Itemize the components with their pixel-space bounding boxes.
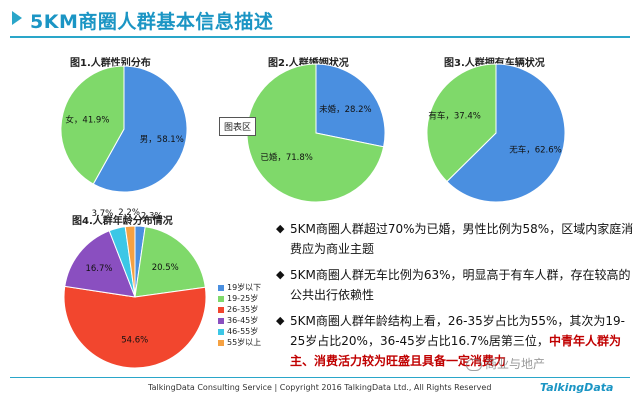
pie-label-55岁以上: 2.2% bbox=[118, 208, 140, 218]
bullet-item: ◆ 5KM商圈人群无车比例为63%，明显高于有车人群，存在较高的公共出行依赖性 bbox=[276, 265, 636, 305]
pie-label-未婚: 未婚，28.2% bbox=[319, 104, 372, 115]
bullet-text: 5KM商圈人群超过70%为已婚，男性比例为58%，区域内家庭消费应为商业主题 bbox=[290, 222, 634, 256]
legend-item-19-25岁: 19-25岁 bbox=[218, 293, 261, 304]
play-arrow-icon bbox=[12, 11, 22, 25]
pie-label-19岁以下: 2.3% bbox=[141, 212, 163, 222]
pie-slice-已婚 bbox=[246, 63, 385, 203]
pie-slice-女 bbox=[60, 65, 125, 185]
bullet-item: ◆ 5KM商圈人群年龄结构上看，26-35岁占比为55%，其次为19-25岁占比… bbox=[276, 311, 636, 371]
legend-swatch bbox=[218, 317, 224, 324]
bullet-text: 5KM商圈人群无车比例为63%，明显高于有车人群，存在较高的公共出行依赖性 bbox=[290, 268, 631, 302]
legend-item-36-45岁: 36-45岁 bbox=[218, 315, 261, 326]
pie-slice-36-45岁 bbox=[64, 230, 136, 298]
legend-swatch bbox=[218, 295, 224, 302]
footer: TalkingData Consulting Service | Copyrig… bbox=[0, 377, 640, 402]
pie-slice-55岁以上 bbox=[124, 225, 136, 298]
legend-label: 36-45岁 bbox=[227, 316, 259, 325]
legend-item-26-35岁: 26-35岁 bbox=[218, 304, 261, 315]
legend-item-19岁以下: 19岁以下 bbox=[218, 282, 261, 293]
pie-label-已婚: 已婚，71.8% bbox=[260, 152, 313, 163]
wechat-icon bbox=[466, 358, 482, 371]
pie-label-无车: 无车，62.6% bbox=[509, 144, 562, 155]
footer-rule bbox=[10, 377, 630, 378]
legend-label: 55岁以上 bbox=[227, 338, 262, 347]
legend-label: 46-55岁 bbox=[227, 327, 259, 336]
pie-slice-19-25岁 bbox=[134, 226, 206, 298]
pie-slice-男 bbox=[92, 65, 188, 193]
insight-bullets: ◆ 5KM商圈人群超过70%为已婚，男性比例为58%，区域内家庭消费应为商业主题… bbox=[276, 219, 636, 377]
bullet-item: ◆ 5KM商圈人群超过70%为已婚，男性比例为58%，区域内家庭消费应为商业主题 bbox=[276, 219, 636, 259]
chart-1-gender-pie: 男，58.1% 女，41.9% bbox=[60, 65, 188, 193]
page-title: 5KM商圈人群基本信息描述 bbox=[30, 11, 274, 33]
pie-label-46-55岁: 3.7% bbox=[92, 209, 114, 219]
legend-swatch bbox=[218, 306, 224, 313]
watermark: 商业与地产 bbox=[466, 355, 545, 372]
pie-slice-无车 bbox=[446, 63, 566, 203]
chart-4-title: 图4.人群年龄分布情况 bbox=[72, 216, 173, 227]
legend-label: 19岁以下 bbox=[227, 283, 262, 292]
legend-swatch bbox=[218, 328, 224, 335]
chart-area-tooltip: 图表区 bbox=[219, 117, 257, 136]
chart-3-title: 图3.人群拥有车辆状况 bbox=[444, 58, 545, 69]
legend-swatch bbox=[218, 339, 224, 346]
bullet-highlight: 中青年人群为主、消费活力较为旺盛且具备一定消费力 bbox=[290, 334, 621, 368]
pie-slice-未婚 bbox=[315, 63, 386, 148]
bullet-text: 5KM商圈人群年龄结构上看，26-35岁占比为55%，其次为19-25岁占比20… bbox=[290, 314, 625, 348]
pie-label-19-25岁: 20.5% bbox=[152, 263, 179, 273]
chart-2-title: 图2.人群婚姻状况 bbox=[268, 58, 349, 69]
bullet-dot-icon: ◆ bbox=[276, 222, 285, 235]
chart-4-age-pie: 2.3% 20.5% 54.6% 16.7% 3.7% 2.2% bbox=[63, 208, 207, 369]
legend-swatch bbox=[218, 284, 224, 291]
chart-2-marital-pie: 未婚，28.2% 已婚，71.8% bbox=[246, 63, 386, 203]
pie-slice-26-35岁 bbox=[63, 285, 207, 369]
pie-label-36-45岁: 16.7% bbox=[85, 264, 112, 274]
pie-label-女: 女，41.9% bbox=[65, 114, 109, 125]
legend-label: 19-25岁 bbox=[227, 294, 259, 303]
header-rule bbox=[10, 36, 630, 38]
bullet-text-wrap: 5KM商圈人群年龄结构上看，26-35岁占比为55%，其次为19-25岁占比20… bbox=[290, 311, 636, 371]
pie-label-26-35岁: 54.6% bbox=[121, 336, 148, 346]
footer-copyright: TalkingData Consulting Service | Copyrig… bbox=[148, 383, 492, 392]
pie-label-男: 男，58.1% bbox=[140, 135, 184, 145]
bullet-dot-icon: ◆ bbox=[276, 268, 285, 281]
footer-brand-logo: TalkingData bbox=[540, 381, 614, 394]
legend-item-46-55岁: 46-55岁 bbox=[218, 326, 261, 337]
watermark-text: 商业与地产 bbox=[485, 357, 546, 371]
pie-label-有车: 有车，37.4% bbox=[428, 111, 481, 122]
header: 5KM商圈人群基本信息描述 bbox=[0, 0, 640, 40]
legend-item-55岁以上: 55岁以上 bbox=[218, 337, 261, 348]
chart-3-car-pie: 无车，62.6% 有车，37.4% bbox=[426, 63, 566, 203]
pie-slice-有车 bbox=[426, 63, 497, 183]
chart-1-title: 图1.人群性别分布 bbox=[70, 58, 151, 69]
bullet-dot-icon: ◆ bbox=[276, 314, 285, 327]
chart-4-legend: 19岁以下 19-25岁 26-35岁 36-45岁 46-55岁 55岁以上 bbox=[218, 282, 261, 348]
legend-label: 26-35岁 bbox=[227, 305, 259, 314]
